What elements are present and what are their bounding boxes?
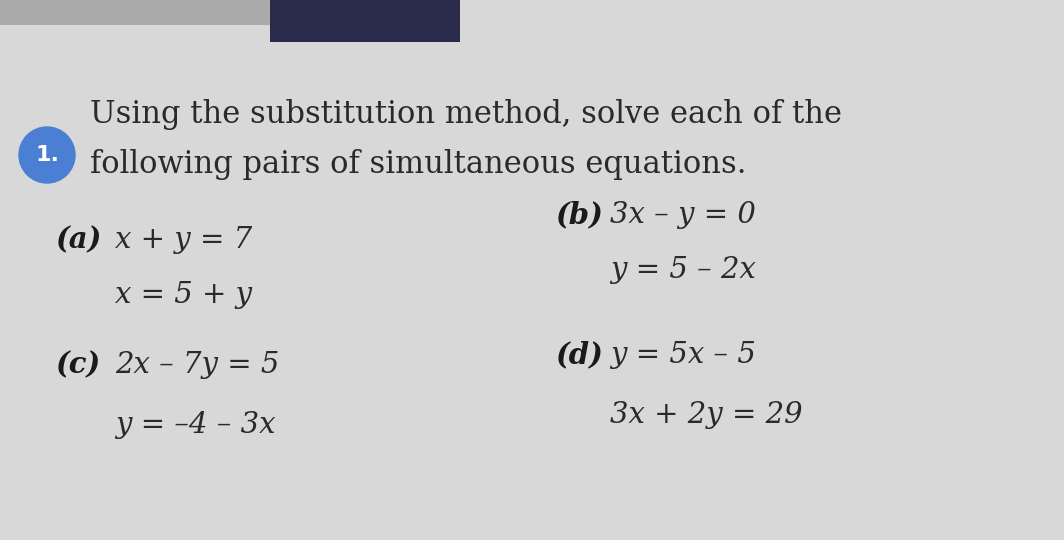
Text: x = 5 + y: x = 5 + y [115, 281, 252, 309]
Text: (b): (b) [555, 200, 603, 230]
Text: (c): (c) [55, 350, 100, 380]
Text: 2x – 7y = 5: 2x – 7y = 5 [115, 351, 280, 379]
Text: x + y = 7: x + y = 7 [115, 226, 252, 254]
Text: 3x + 2y = 29: 3x + 2y = 29 [610, 401, 802, 429]
Circle shape [19, 127, 74, 183]
Text: (a): (a) [55, 226, 101, 254]
Text: y = 5x – 5: y = 5x – 5 [610, 341, 755, 369]
Text: Using the substitution method, solve each of the: Using the substitution method, solve eac… [90, 99, 842, 131]
Text: following pairs of simultaneous equations.: following pairs of simultaneous equation… [90, 150, 747, 180]
Text: y = 5 – 2x: y = 5 – 2x [610, 256, 755, 284]
Text: (d): (d) [555, 341, 603, 369]
Text: y = –4 – 3x: y = –4 – 3x [115, 411, 276, 439]
FancyBboxPatch shape [0, 0, 270, 25]
Text: 1.: 1. [35, 145, 59, 165]
FancyBboxPatch shape [270, 0, 460, 42]
Text: 3x – y = 0: 3x – y = 0 [610, 201, 755, 229]
